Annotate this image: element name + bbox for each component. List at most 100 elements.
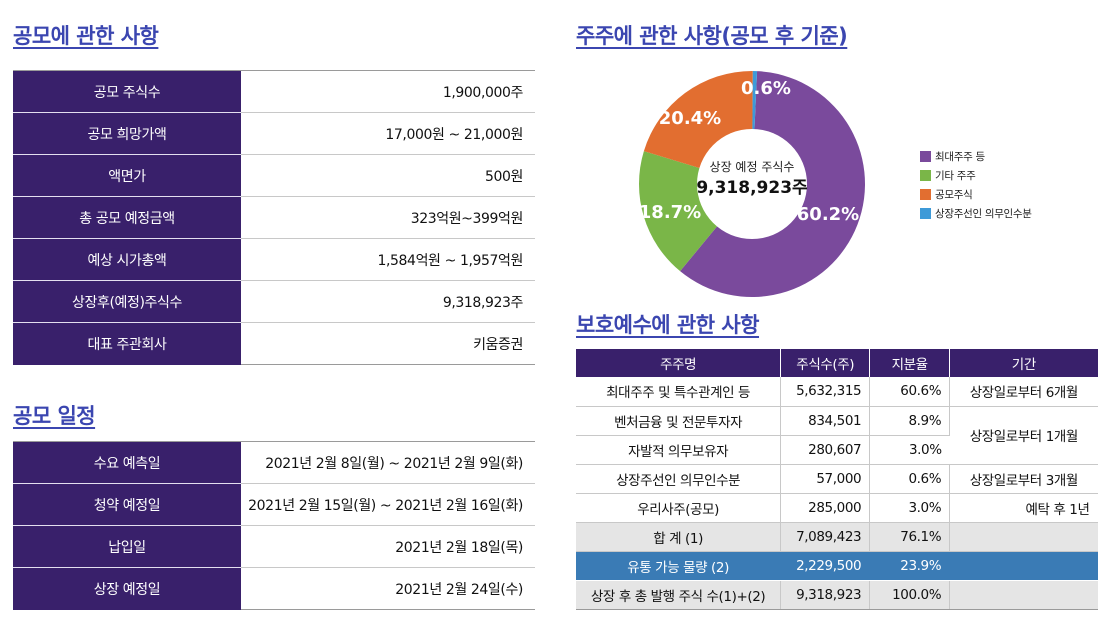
cell-period: 상장일로부터 6개월 [949, 377, 1098, 407]
cell-name: 합 계 (1) [576, 522, 782, 552]
table-row: 자발적 의무보유자 280,607 3.0% [576, 435, 1098, 465]
row-label: 공모 주식수 [13, 70, 241, 113]
row-label: 청약 예정일 [13, 483, 241, 526]
float-row: 유통 가능 물량 (2) 2,229,500 23.9% [576, 551, 1098, 581]
cell-name: 최대주주 및 특수관계인 등 [576, 377, 782, 407]
cell-shares: 57,000 [780, 464, 871, 494]
lockup-section-title: 보호예수에 관한 사항 [576, 313, 760, 337]
row-value: 2021년 2월 18일(목) [241, 525, 535, 568]
row-value: 2021년 2월 8일(월) ~ 2021년 2월 9일(화) [241, 441, 535, 484]
legend-item: 공모주식 [920, 185, 1032, 204]
legend-item: 최대주주 등 [920, 147, 1032, 166]
cell-name: 상장 후 총 발행 주식 수(1)+(2) [576, 580, 782, 610]
table-row: 상장후(예정)주식수 9,318,923주 [13, 280, 535, 323]
table-row: 예상 시가총액 1,584억원 ~ 1,957억원 [13, 238, 535, 281]
legend-label: 최대주주 등 [935, 151, 985, 163]
legend-label: 상장주선인 의무인수분 [935, 208, 1032, 220]
shareholder-donut-chart: 상장 예정 주식수 9,318,923주 60.2% 18.7% 20.4% 0.6% [636, 68, 868, 300]
table-row: 상장주선인 의무인수분 57,000 0.6% 상장일로부터 3개월 [576, 464, 1098, 494]
row-value: 1,584억원 ~ 1,957억원 [241, 238, 535, 281]
col-header-ratio: 지분율 [869, 349, 951, 377]
cell-name: 상장주선인 의무인수분 [576, 464, 782, 494]
cell-ratio: 8.9% [869, 406, 951, 436]
cell-ratio: 100.0% [869, 580, 951, 610]
table-row: 대표 주관회사 키움증권 [13, 322, 535, 365]
legend-item: 상장주선인 의무인수분 [920, 204, 1032, 223]
row-label: 총 공모 예정금액 [13, 196, 241, 239]
row-value: 500원 [241, 154, 535, 197]
cell-name: 우리사주(공모) [576, 493, 782, 523]
row-value: 2021년 2월 24일(수) [241, 567, 535, 610]
donut-hole [697, 129, 807, 239]
table-row: 벤처금융 및 전문투자자 834,501 8.9% 상장일로부터 1개월 [576, 406, 1098, 465]
cell-shares: 5,632,315 [780, 377, 871, 407]
center-label: 상장 예정 주식수 [710, 160, 795, 174]
slice-label: 18.7% [639, 202, 701, 223]
table-row: 최대주주 및 특수관계인 등 5,632,315 60.6% 상장일로부터 6개… [576, 377, 1098, 407]
table-row: 청약 예정일 2021년 2월 15일(월) ~ 2021년 2월 16일(화) [13, 483, 535, 526]
col-header-shares: 주식수(주) [780, 349, 871, 377]
cell-shares: 280,607 [780, 435, 871, 465]
table-row: 총 공모 예정금액 323억원~399억원 [13, 196, 535, 239]
legend-swatch [920, 170, 931, 181]
row-label: 수요 예측일 [13, 441, 241, 484]
slice-label: 20.4% [659, 108, 721, 129]
slice-label: 60.2% [797, 204, 859, 225]
shareholder-section-title: 주주에 관한 사항(공모 후 기준) [576, 24, 848, 48]
cell-shares: 9,318,923 [780, 580, 871, 610]
donut-svg: 상장 예정 주식수 9,318,923주 60.2% 18.7% 20.4% 0.6% [639, 70, 865, 297]
cell-ratio: 3.0% [869, 493, 951, 523]
cell-name: 유통 가능 물량 (2) [576, 551, 782, 581]
cell-period: 상장일로부터 1개월 [949, 406, 1098, 465]
cell-period: 예탁 후 1년 [949, 493, 1098, 523]
cell-ratio: 23.9% [869, 551, 951, 581]
legend-label: 기타 주주 [935, 170, 976, 182]
row-label: 납입일 [13, 525, 241, 568]
cell-shares: 285,000 [780, 493, 871, 523]
cell-shares: 7,089,423 [780, 522, 871, 552]
legend-swatch [920, 151, 931, 162]
table-row: 공모 희망가액 17,000원 ~ 21,000원 [13, 112, 535, 155]
cell-ratio: 0.6% [869, 464, 951, 494]
cell-ratio: 60.6% [869, 377, 951, 407]
row-label: 공모 희망가액 [13, 112, 241, 155]
row-label: 상장후(예정)주식수 [13, 280, 241, 323]
cell-shares: 2,229,500 [780, 551, 871, 581]
table-row: 납입일 2021년 2월 18일(목) [13, 525, 535, 568]
row-value: 17,000원 ~ 21,000원 [241, 112, 535, 155]
ipo-section-title: 공모에 관한 사항 [13, 24, 159, 48]
cell-shares: 834,501 [780, 406, 871, 436]
legend-item: 기타 주주 [920, 166, 1032, 185]
table-row: 우리사주(공모) 285,000 3.0% 예탁 후 1년 [576, 493, 1098, 523]
table-row: 공모 주식수 1,900,000주 [13, 70, 535, 113]
row-value: 키움증권 [241, 322, 535, 365]
cell-ratio: 76.1% [869, 522, 951, 552]
cell-name: 벤처금융 및 전문투자자 [576, 406, 782, 436]
legend-label: 공모주식 [935, 189, 973, 201]
cell-period: 상장일로부터 3개월 [949, 464, 1098, 494]
center-value: 9,318,923주 [696, 178, 808, 198]
row-value: 9,318,923주 [241, 280, 535, 323]
schedule-table: 수요 예측일 2021년 2월 8일(월) ~ 2021년 2월 9일(화) 청… [13, 441, 535, 610]
total-row: 합 계 (1) 7,089,423 76.1% [576, 522, 1098, 552]
row-label: 예상 시가총액 [13, 238, 241, 281]
table-row: 상장 예정일 2021년 2월 24일(수) [13, 567, 535, 610]
table-row: 액면가 500원 [13, 154, 535, 197]
legend-swatch [920, 189, 931, 200]
row-label: 상장 예정일 [13, 567, 241, 610]
table-row: 수요 예측일 2021년 2월 8일(월) ~ 2021년 2월 9일(화) [13, 441, 535, 484]
row-value: 2021년 2월 15일(월) ~ 2021년 2월 16일(화) [241, 483, 535, 526]
after-listing-row: 상장 후 총 발행 주식 수(1)+(2) 9,318,923 100.0% [576, 580, 1098, 610]
row-value: 1,900,000주 [241, 70, 535, 113]
cell-period [949, 580, 1098, 610]
lockup-table: 주주명 주식수(주) 지분율 기간 최대주주 및 특수관계인 등 5,632,3… [576, 349, 1098, 610]
col-header-name: 주주명 [576, 349, 782, 377]
chart-legend: 최대주주 등 기타 주주 공모주식 상장주선인 의무인수분 [920, 147, 1032, 223]
table-header-row: 주주명 주식수(주) 지분율 기간 [576, 349, 1098, 377]
cell-name: 자발적 의무보유자 [576, 435, 782, 465]
row-label: 대표 주관회사 [13, 322, 241, 365]
legend-swatch [920, 208, 931, 219]
cell-period [949, 522, 1098, 552]
row-value: 323억원~399억원 [241, 196, 535, 239]
col-header-period: 기간 [949, 349, 1098, 377]
